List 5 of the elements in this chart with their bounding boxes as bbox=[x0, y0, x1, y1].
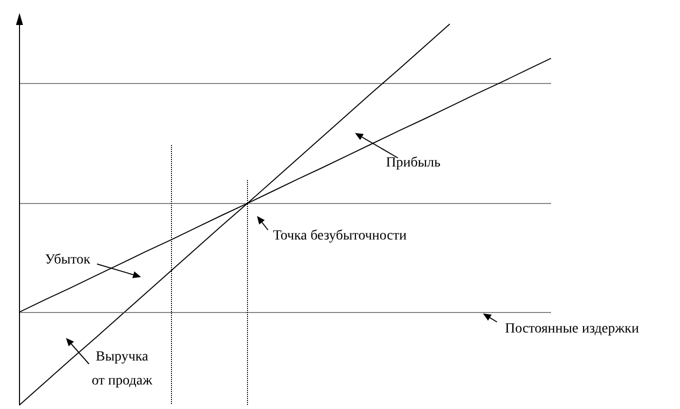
annotation: Прибыль bbox=[386, 156, 441, 170]
annotation: Точка безубыточности bbox=[273, 228, 408, 244]
annotation: Постоянные издержки bbox=[505, 322, 640, 336]
annotation: Убыток bbox=[45, 252, 90, 268]
annotation: Выручка от продаж bbox=[92, 350, 153, 388]
